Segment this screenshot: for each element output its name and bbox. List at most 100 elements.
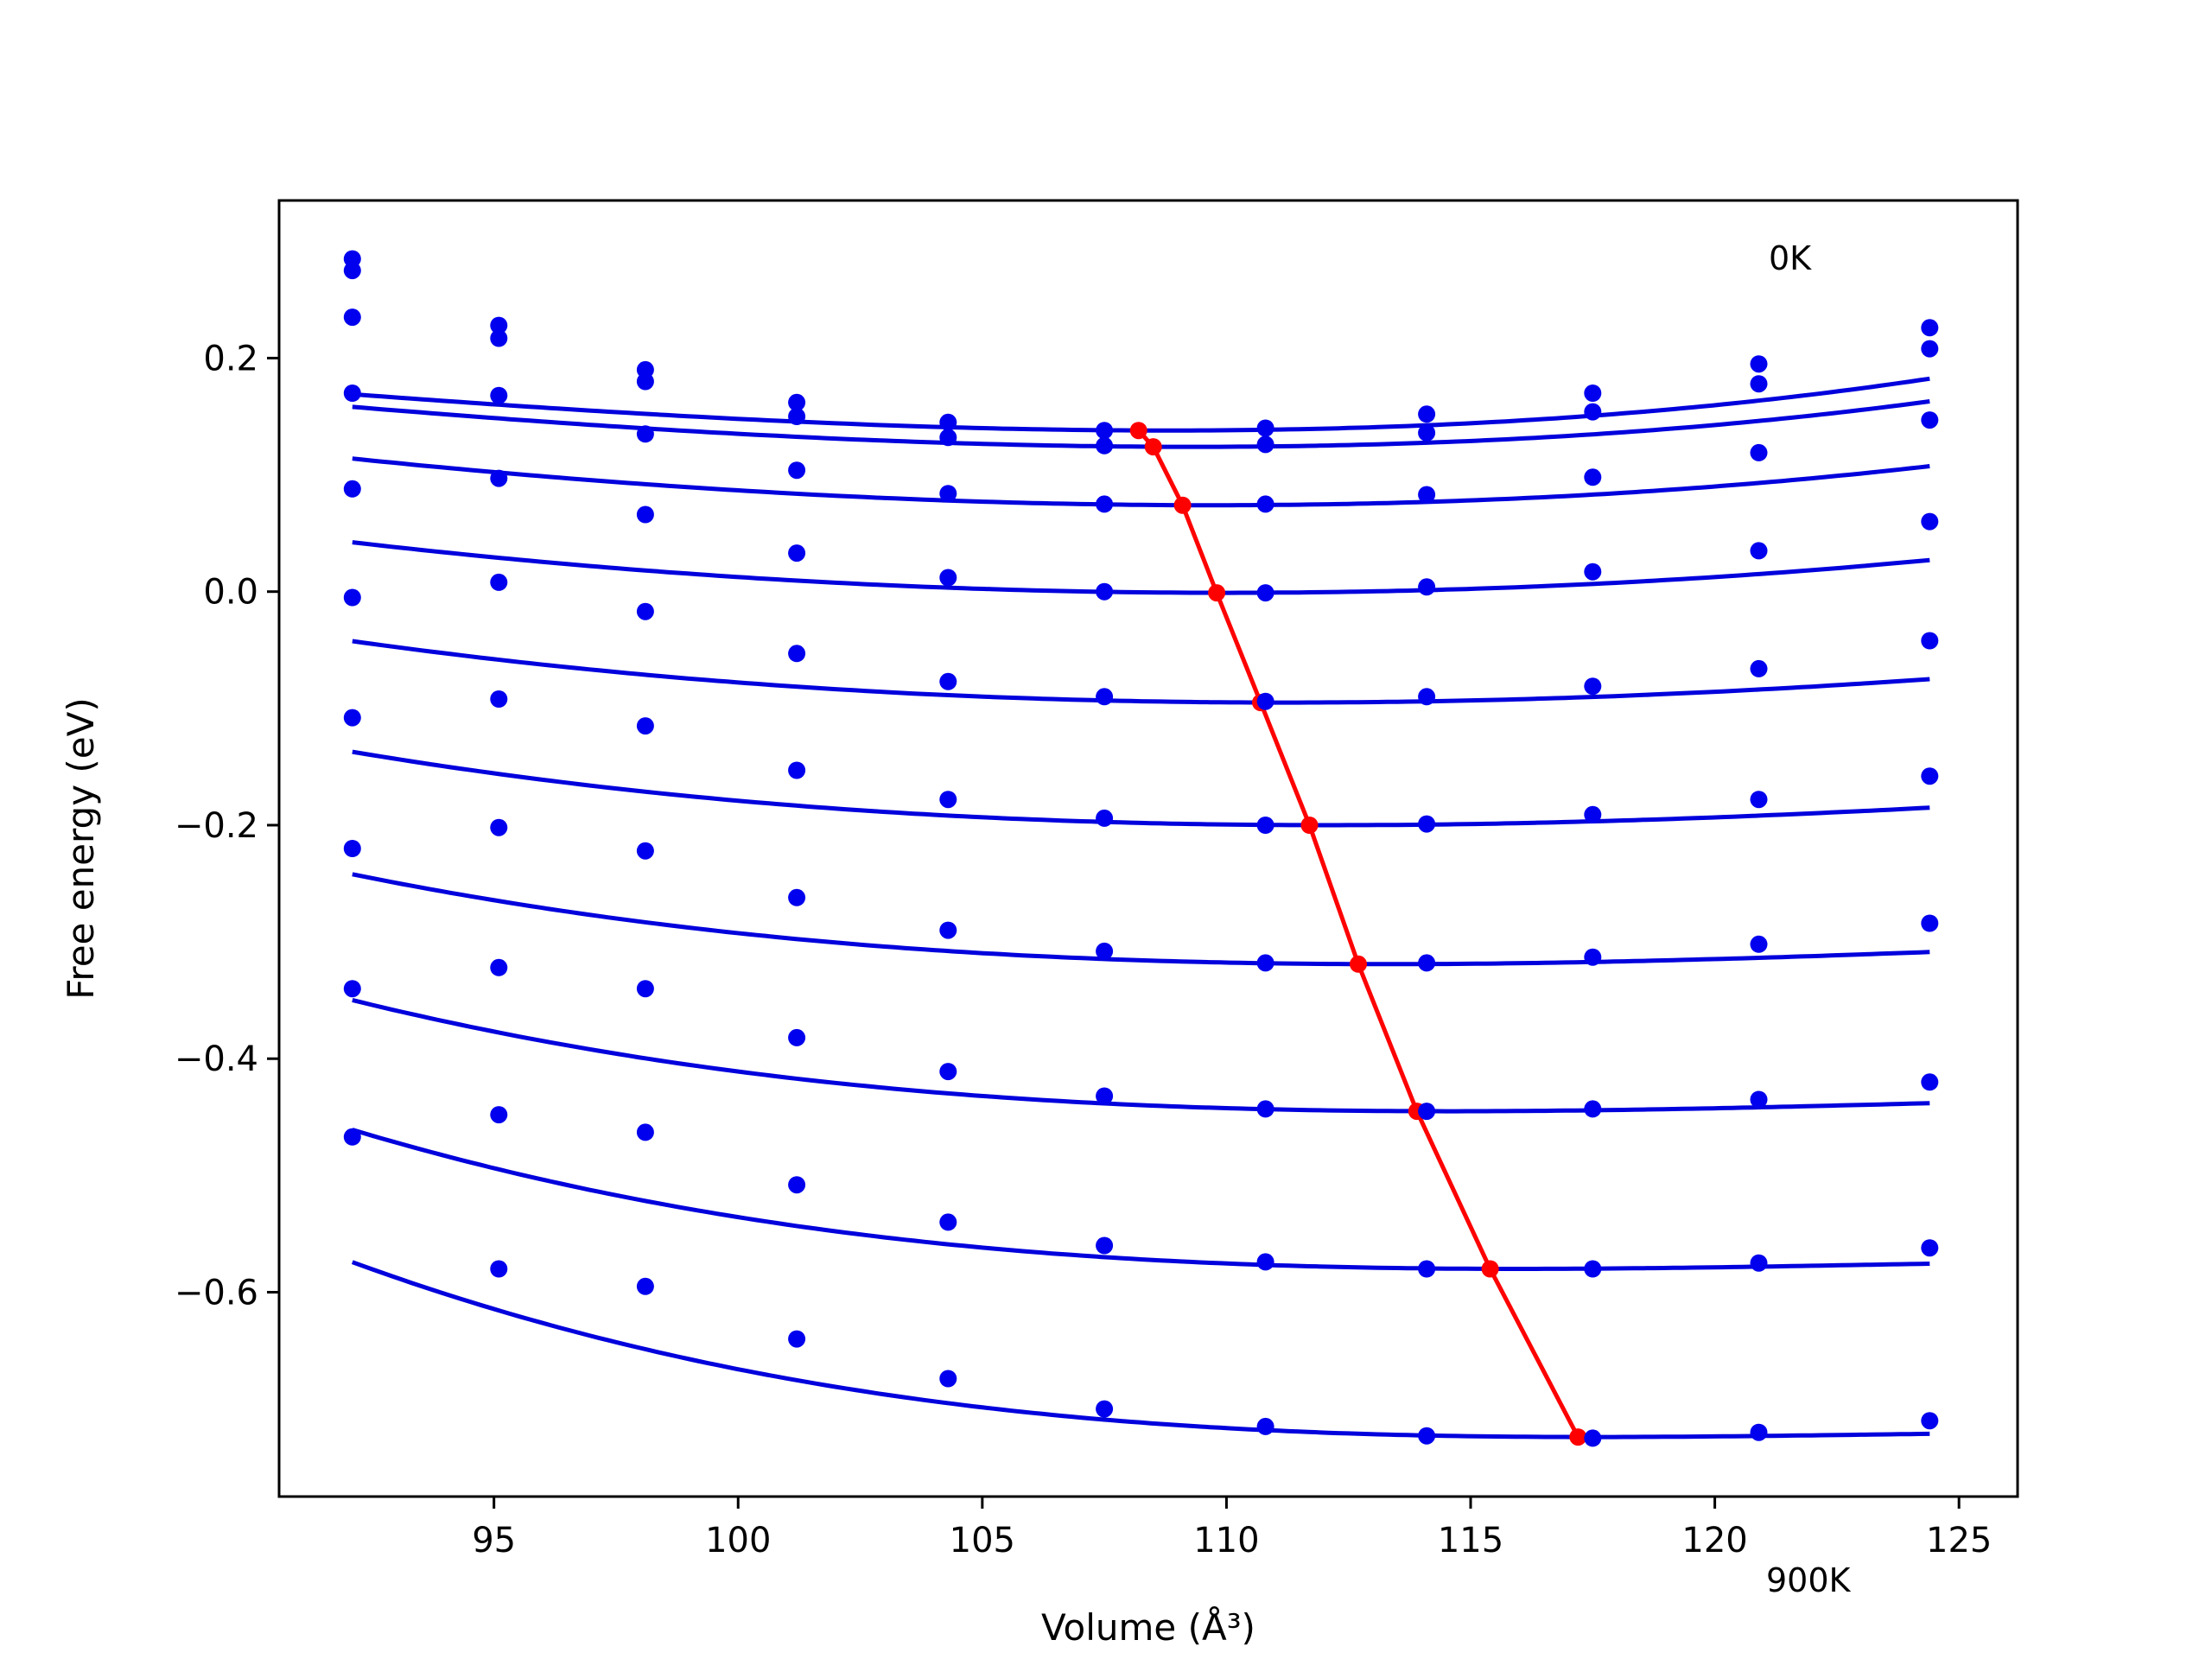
data-point [343, 709, 361, 727]
data-point [490, 1260, 508, 1278]
data-point [939, 569, 957, 587]
data-point [1096, 688, 1114, 706]
data-point [1584, 1100, 1602, 1118]
data-point [1584, 403, 1602, 421]
data-point [1096, 436, 1114, 454]
data-point [788, 408, 806, 425]
data-point [490, 386, 508, 404]
data-point [1256, 435, 1274, 454]
data-point [343, 1128, 361, 1146]
data-point [1921, 767, 1939, 785]
minimum-point [1208, 584, 1226, 602]
data-point [490, 329, 508, 347]
y-tick-label: −0.2 [175, 806, 258, 846]
data-point [1584, 563, 1602, 581]
fit-curve-2 [352, 456, 1930, 508]
data-point [1256, 1417, 1274, 1435]
data-point [1418, 688, 1436, 706]
data-point [1921, 632, 1939, 650]
data-point [1921, 1239, 1939, 1257]
data-point [939, 1370, 957, 1388]
data-point [1418, 405, 1436, 423]
data-point [788, 1330, 806, 1348]
data-point [1750, 542, 1768, 560]
data-point [1256, 1253, 1274, 1271]
fit-curve-4 [352, 639, 1930, 705]
fit-curve-3 [352, 540, 1930, 595]
y-tick-label: 0.2 [203, 339, 258, 378]
data-point [1750, 1254, 1768, 1272]
data-point [1256, 1100, 1274, 1118]
data-point [939, 921, 957, 939]
data-point [636, 980, 654, 998]
data-point [343, 262, 361, 280]
data-point [1750, 355, 1768, 373]
data-point [1750, 1090, 1768, 1109]
data-point [636, 1123, 654, 1141]
data-point [1921, 319, 1939, 337]
data-point [490, 958, 508, 976]
data-point [1921, 1073, 1939, 1091]
data-point [1256, 495, 1274, 513]
data-points [343, 250, 1939, 1447]
fit-curve-7 [352, 997, 1930, 1114]
x-tick-label: 100 [705, 1521, 771, 1560]
data-point [939, 1063, 957, 1081]
plot-frame [277, 199, 2019, 1498]
minimum-point [1481, 1260, 1499, 1278]
data-point [636, 505, 654, 524]
data-point [1418, 578, 1436, 596]
data-point [343, 980, 361, 998]
minimum-point [1569, 1428, 1587, 1446]
data-point [1418, 486, 1436, 504]
data-point [1096, 1236, 1114, 1255]
data-point [788, 888, 806, 906]
y-tick-label: 0.0 [203, 573, 258, 613]
y-axis-ticks: 0.2 0.0 −0.2 −0.4 −0.6 [175, 339, 279, 1313]
data-point [939, 429, 957, 447]
data-point [1584, 1429, 1602, 1447]
data-point [1256, 954, 1274, 972]
fit-curve-1 [352, 399, 1930, 449]
fit-curve-6 [352, 872, 1930, 967]
x-tick-label: 125 [1926, 1521, 1992, 1560]
data-point [490, 573, 508, 591]
data-point [1750, 375, 1768, 393]
data-point [788, 461, 806, 480]
data-point [788, 393, 806, 411]
data-point [1584, 1260, 1602, 1278]
data-point [939, 485, 957, 503]
data-point [1750, 1423, 1768, 1441]
minimum-curve [1129, 422, 1587, 1446]
data-point [490, 1106, 508, 1124]
data-point [1584, 677, 1602, 696]
minimum-point [1300, 817, 1319, 834]
x-tick-label: 95 [472, 1521, 516, 1560]
data-point [1750, 935, 1768, 953]
data-point [1096, 422, 1114, 440]
data-point [490, 316, 508, 334]
data-point [1096, 495, 1114, 513]
data-point [343, 840, 361, 857]
data-point [1256, 584, 1274, 602]
data-point [1418, 1103, 1436, 1121]
data-point [1256, 692, 1274, 710]
minimum-point [1173, 496, 1192, 514]
y-tick-label: −0.4 [175, 1039, 258, 1079]
data-point [1921, 340, 1939, 358]
data-point [1418, 1427, 1436, 1445]
data-point [939, 672, 957, 690]
fit-curves [351, 376, 1930, 1440]
data-point [1418, 815, 1436, 833]
data-point [343, 385, 361, 402]
fit-curve-5 [352, 749, 1930, 828]
annotation-900k: 900K [1766, 1561, 1852, 1599]
x-tick-label: 120 [1681, 1521, 1747, 1560]
data-point [788, 761, 806, 779]
data-point [1256, 817, 1274, 834]
data-point [1096, 809, 1114, 827]
data-point [1584, 805, 1602, 823]
data-point [1750, 659, 1768, 677]
data-point [636, 372, 654, 391]
